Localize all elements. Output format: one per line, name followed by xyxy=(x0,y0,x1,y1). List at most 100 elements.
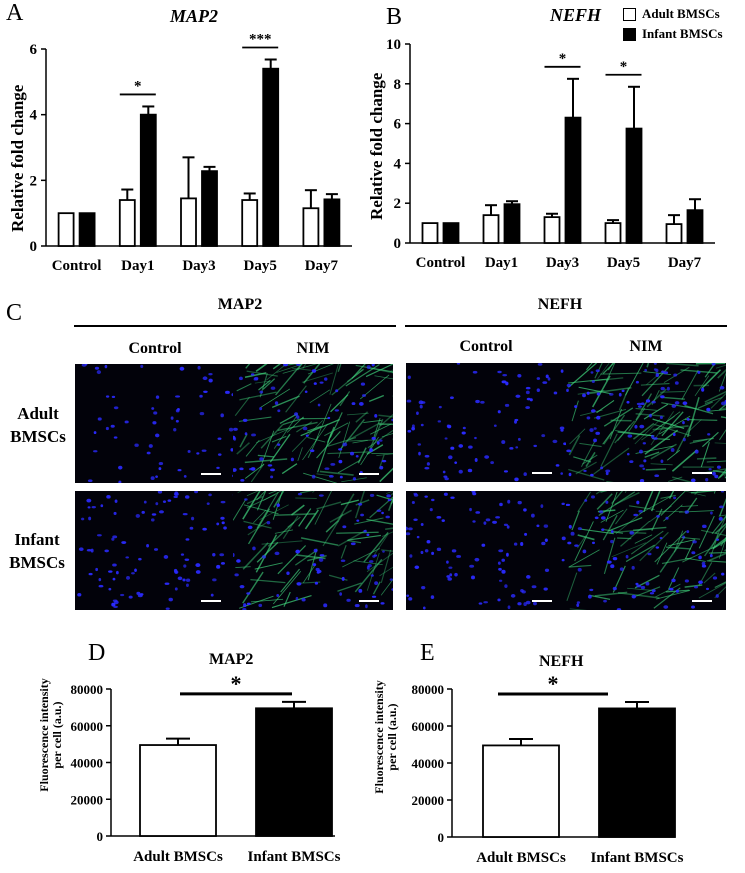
cell-nucleus xyxy=(87,479,93,483)
cell-nucleus xyxy=(701,564,707,568)
cell-fiber xyxy=(577,535,587,549)
cell-nucleus xyxy=(173,492,179,496)
cell-nucleus xyxy=(639,449,643,454)
cell-fiber xyxy=(671,449,698,472)
cell-nucleus xyxy=(219,553,225,557)
cell-nucleus xyxy=(517,437,521,441)
cell-fiber xyxy=(366,552,380,591)
cell-fiber xyxy=(302,364,307,369)
cell-nucleus xyxy=(167,499,172,502)
scale-bar xyxy=(201,473,221,475)
panel-a-title: MAP2 xyxy=(170,6,219,26)
micrograph-background xyxy=(406,363,566,482)
cell-nucleus xyxy=(653,363,657,365)
cell-nucleus xyxy=(517,374,522,378)
cell-nucleus xyxy=(250,373,255,376)
panel-e-letter: E xyxy=(420,640,435,666)
cell-nucleus xyxy=(93,450,98,453)
cell-fiber xyxy=(286,416,304,433)
cell-nucleus xyxy=(448,455,453,460)
cell-fiber xyxy=(242,542,269,570)
cell-fiber xyxy=(665,546,691,550)
cell-nucleus xyxy=(104,364,108,369)
cell-nucleus xyxy=(707,433,711,436)
cell-nucleus xyxy=(552,439,558,444)
cell-fiber xyxy=(371,452,393,455)
cell-nucleus xyxy=(323,603,328,608)
cell-fiber xyxy=(592,375,611,408)
a-xtick-label-0: Control xyxy=(52,258,102,274)
cell-nucleus xyxy=(718,517,723,521)
cell-nucleus xyxy=(523,508,527,512)
cell-nucleus xyxy=(618,392,622,397)
cell-nucleus xyxy=(659,536,663,540)
cell-fiber xyxy=(714,442,726,444)
cell-fiber xyxy=(577,389,605,395)
cell-fiber xyxy=(373,533,389,556)
cell-nucleus xyxy=(483,601,488,604)
cell-nucleus xyxy=(694,585,699,589)
cell-fiber xyxy=(594,591,628,597)
cell-fiber xyxy=(608,363,614,371)
cell-nucleus xyxy=(566,449,572,453)
cell-nucleus xyxy=(217,453,222,456)
a-xtick-label-4: Day7 xyxy=(305,258,339,274)
b-ytick-label-1: 2 xyxy=(394,196,402,212)
cell-nucleus xyxy=(686,530,690,534)
cell-fiber xyxy=(295,497,317,500)
cell-nucleus xyxy=(706,407,711,412)
cell-nucleus xyxy=(536,388,540,392)
cell-fiber xyxy=(569,428,586,445)
cell-nucleus xyxy=(296,364,301,366)
cell-fiber xyxy=(617,537,632,540)
cell-nucleus xyxy=(411,500,415,504)
e-xtick-label-0: Adult BMSCs xyxy=(476,850,566,866)
cell-nucleus xyxy=(266,520,271,525)
micrograph-infant-map2-control xyxy=(75,491,235,610)
cell-nucleus xyxy=(210,593,214,597)
cell-nucleus xyxy=(639,464,644,468)
cell-nucleus xyxy=(274,551,280,556)
panel-b-letter: B xyxy=(386,4,403,30)
cell-nucleus xyxy=(719,505,724,509)
cell-nucleus xyxy=(674,381,679,385)
cell-nucleus xyxy=(153,411,158,415)
cell-nucleus xyxy=(584,499,588,502)
cell-nucleus xyxy=(586,391,590,395)
cell-nucleus xyxy=(152,421,157,425)
cell-nucleus xyxy=(372,554,376,558)
cell-nucleus xyxy=(128,595,133,599)
cell-nucleus xyxy=(125,556,129,559)
b-bar-1-2 xyxy=(564,116,582,244)
cell-fiber xyxy=(639,495,672,515)
cell-fiber xyxy=(614,420,635,444)
cell-fiber xyxy=(239,433,248,448)
cell-nucleus xyxy=(380,602,385,605)
cell-nucleus xyxy=(526,397,531,401)
cell-nucleus xyxy=(182,578,186,582)
cell-nucleus xyxy=(286,571,290,575)
cell-fiber xyxy=(701,529,726,536)
cell-nucleus xyxy=(274,401,279,406)
cell-nucleus xyxy=(86,548,92,552)
panel-c-letter: C xyxy=(6,300,23,326)
cell-nucleus xyxy=(246,602,251,605)
col-head-nim-map2: NIM xyxy=(296,340,330,357)
cell-nucleus xyxy=(239,584,245,589)
a-bar-1-4 xyxy=(323,198,341,247)
cell-nucleus xyxy=(96,534,102,537)
cell-nucleus xyxy=(474,436,477,440)
cell-nucleus xyxy=(566,388,569,392)
cell-nucleus xyxy=(674,401,680,405)
cell-nucleus xyxy=(184,495,190,499)
cell-fiber xyxy=(617,592,660,599)
cell-nucleus xyxy=(612,556,618,561)
cell-fiber xyxy=(718,537,726,559)
cell-nucleus xyxy=(203,390,208,393)
cell-nucleus xyxy=(645,399,651,403)
cell-fiber xyxy=(282,515,299,540)
cell-nucleus xyxy=(591,541,596,545)
cell-fiber xyxy=(307,425,322,432)
cell-nucleus xyxy=(454,572,458,577)
scale-bar xyxy=(359,600,379,602)
